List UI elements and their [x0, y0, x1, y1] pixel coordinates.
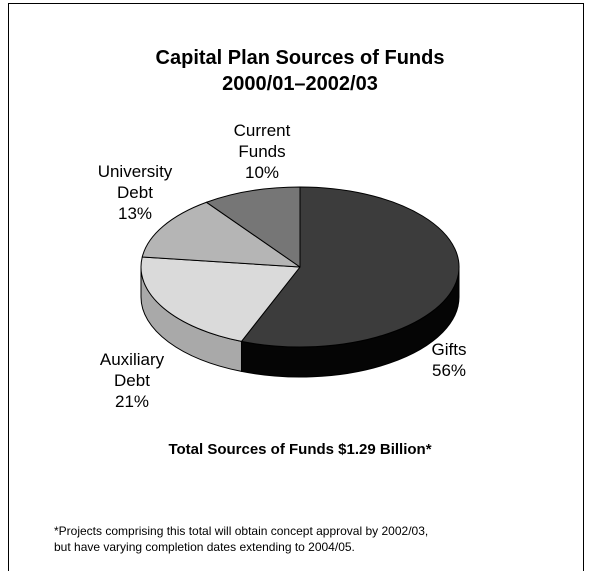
slice-label-gifts-line-2: 56% — [431, 361, 467, 380]
pie-slice-auxiliary-debt — [140, 256, 301, 342]
pie-slice-gifts — [240, 186, 460, 348]
slice-label-gifts: Gifts 56% — [404, 339, 494, 381]
pie-slice-current-funds — [206, 186, 301, 268]
total-sources-label: Total Sources of Funds $1.29 Billion* — [168, 441, 432, 458]
slice-label-auxiliary-debt-line-2: Debt — [114, 371, 150, 390]
slice-label-current-funds-line-3: 10% — [244, 163, 280, 182]
chart-title: Capital Plan Sources of Funds — [155, 47, 445, 69]
footnote-line-1: *Projects comprising this total will obt… — [54, 524, 429, 538]
slice-label-university-debt-line-3: 13% — [117, 204, 153, 223]
slice-label-gifts-line-1: Gifts — [431, 340, 467, 359]
slice-label-auxiliary-debt: Auxiliary Debt 21% — [72, 349, 192, 412]
slice-label-auxiliary-debt-line-3: 21% — [114, 392, 150, 411]
pie-slice-university-debt — [141, 201, 301, 268]
footnote-line-2: but have varying completion dates extend… — [54, 540, 355, 554]
slice-label-current-funds-line-1: Current — [233, 121, 291, 140]
slice-label-auxiliary-debt-line-1: Auxiliary — [99, 350, 165, 369]
slice-label-university-debt-line-1: University — [97, 162, 173, 181]
chart-subtitle: 2000/01–2002/03 — [222, 73, 378, 95]
slice-label-university-debt: University Debt 13% — [75, 161, 195, 224]
pie-top-faces — [140, 186, 460, 348]
chart-frame — [8, 3, 584, 571]
slice-label-current-funds: Current Funds 10% — [212, 120, 312, 183]
slice-label-university-debt-line-2: Debt — [117, 183, 153, 202]
slice-label-current-funds-line-2: Funds — [238, 142, 286, 161]
